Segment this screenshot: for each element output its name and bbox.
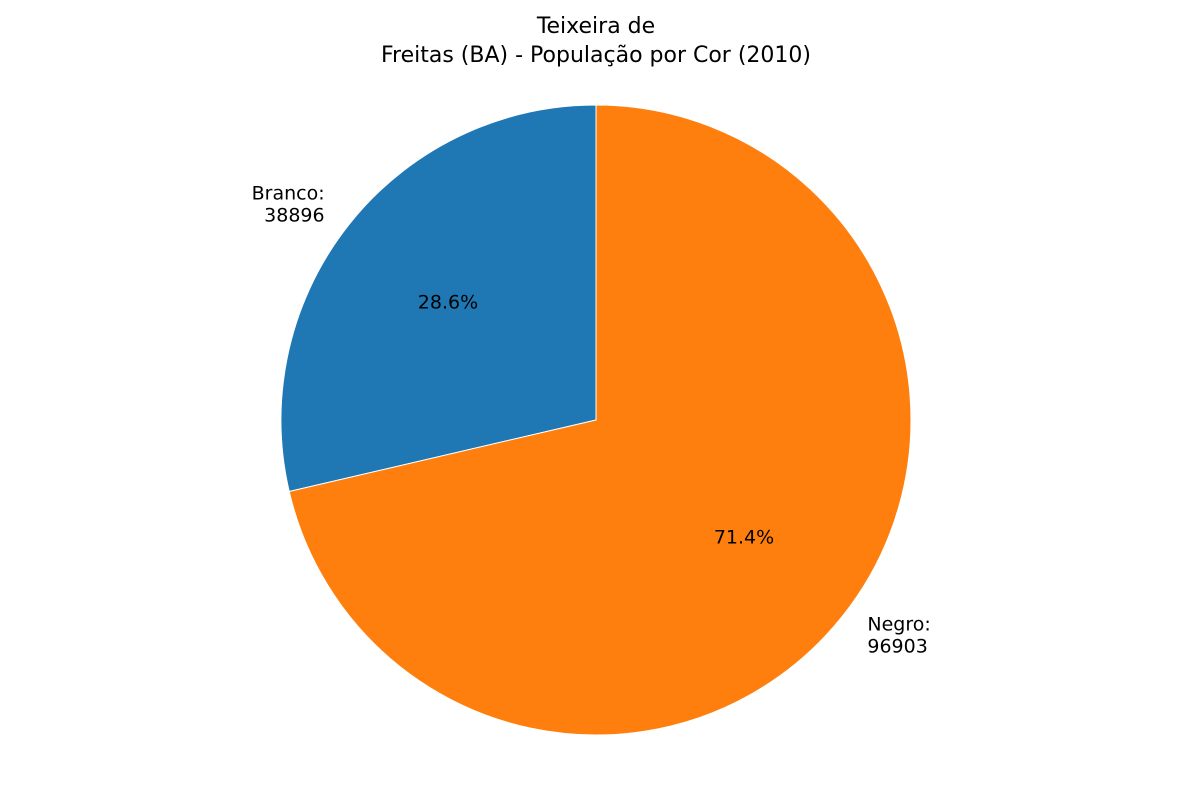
pie-category-label-line: Branco:: [252, 183, 325, 205]
chart-title-line-1: Teixeira de: [536, 14, 655, 39]
pie-category-label-negro: Negro: 96903: [867, 613, 930, 657]
pie-slice-branco: [280, 104, 597, 493]
pie-category-label-branco: Branco: 38896: [252, 183, 325, 227]
pie-category-label-line: 96903: [867, 635, 927, 657]
pie-slices: [280, 104, 912, 736]
chart-title-line-2: Freitas (BA) - População por Cor (2010): [381, 43, 811, 68]
pie-percent-label-branco: 28.6%: [418, 291, 478, 313]
pie-category-label-line: Negro:: [867, 613, 930, 635]
pie-labels: 28.6% Branco: 38896 71.4% Negro: 96903: [252, 183, 931, 658]
pie-slice-negro: [288, 104, 912, 736]
pie-percent-label-negro: 71.4%: [714, 527, 774, 549]
pie-category-label-line: 38896: [264, 205, 324, 227]
